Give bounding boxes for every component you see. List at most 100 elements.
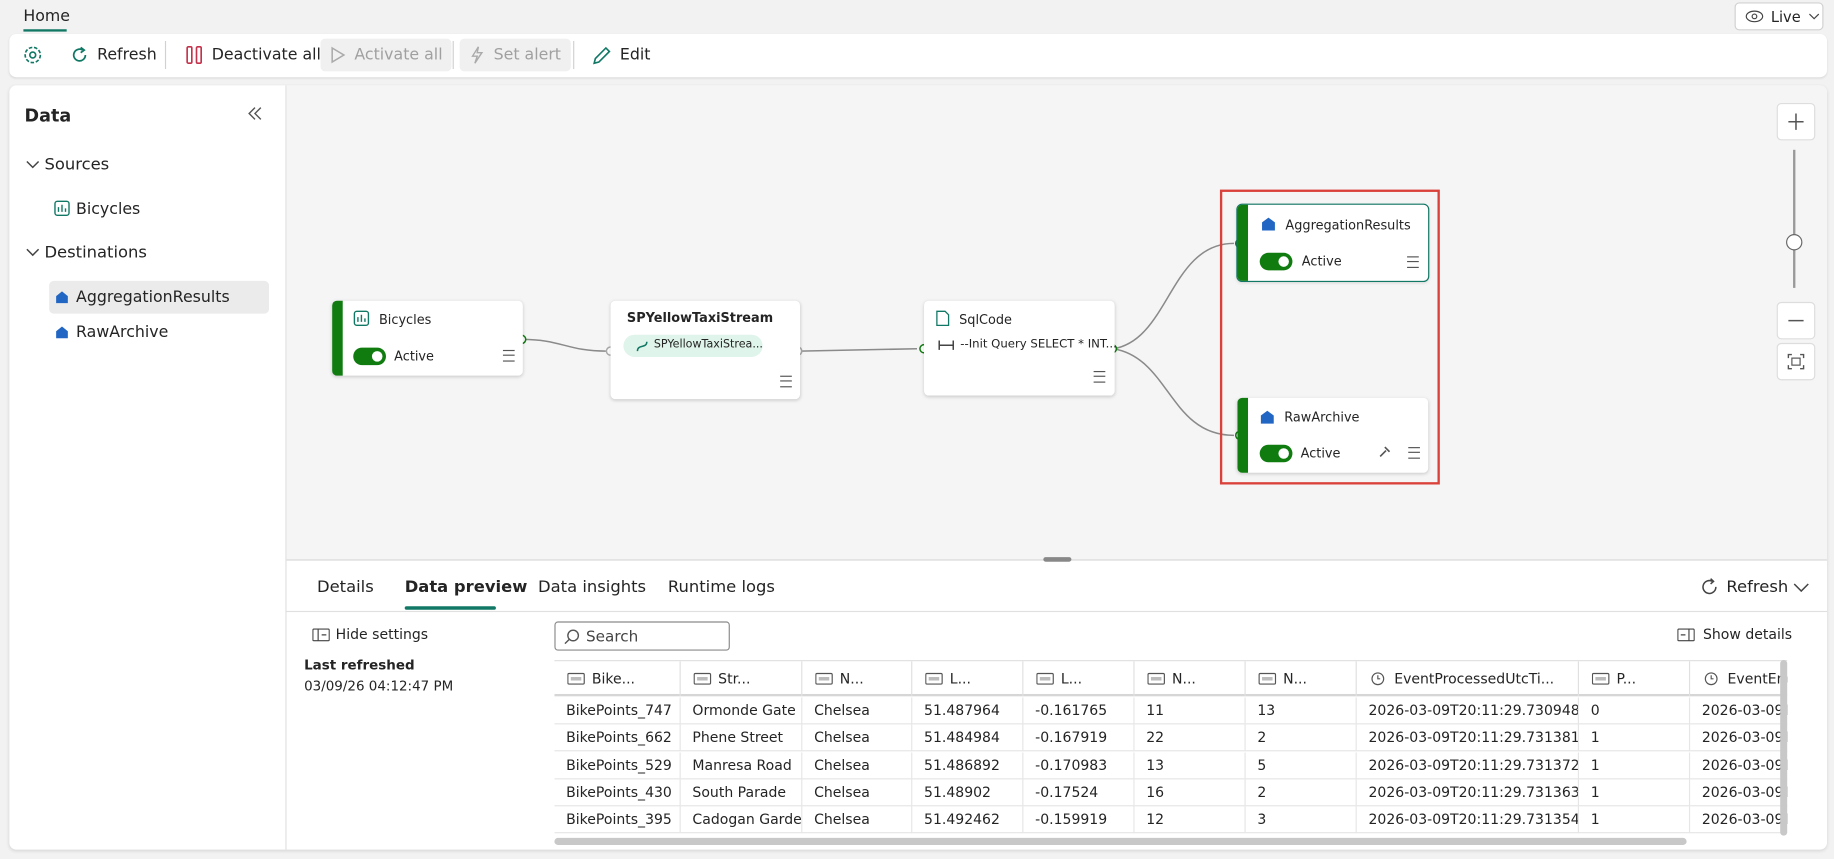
chevron[interactable] bbox=[1792, 580, 1811, 594]
chevron[interactable] bbox=[26, 159, 40, 171]
type-icon bbox=[1371, 672, 1385, 686]
sidebar-item[interactable]: RawArchive bbox=[76, 323, 169, 342]
column-header[interactable]: P... bbox=[1579, 661, 1691, 697]
table-cell: 0 bbox=[1579, 697, 1691, 725]
node[interactable]: AggregationResults Active bbox=[1236, 203, 1430, 283]
column-header[interactable]: Bike... bbox=[554, 661, 681, 697]
column-header[interactable]: Str... bbox=[681, 661, 803, 697]
fit-view[interactable] bbox=[1776, 342, 1816, 381]
refresh-button[interactable]: Refresh bbox=[70, 39, 157, 72]
show-details[interactable]: Show details bbox=[1677, 626, 1792, 642]
zoom-out[interactable] bbox=[1776, 301, 1816, 340]
column-header[interactable]: L... bbox=[912, 661, 1024, 697]
panel-tab[interactable]: Data insights bbox=[538, 578, 647, 597]
table-cell: 51.492462 bbox=[912, 806, 1024, 834]
chip-label: SPYellowTaxiStrea... bbox=[653, 338, 763, 352]
chevron bbox=[1808, 13, 1819, 20]
eye-icon bbox=[1745, 10, 1764, 23]
destination-icon bbox=[56, 326, 68, 339]
column-header[interactable]: EventProcessedUtcTi... bbox=[1357, 661, 1580, 697]
zoom-thumb[interactable] bbox=[1786, 234, 1803, 251]
pause-icon bbox=[186, 45, 202, 65]
node[interactable]: RawArchive Active bbox=[1237, 397, 1429, 473]
table-cell: BikePoints_529 bbox=[554, 752, 681, 779]
v-scrollbar[interactable] bbox=[1780, 660, 1788, 836]
type-icon bbox=[567, 672, 585, 685]
bolt-icon bbox=[471, 46, 484, 64]
column-header[interactable]: N... bbox=[1135, 661, 1246, 697]
menu-icon[interactable] bbox=[780, 375, 792, 388]
type-icon bbox=[1258, 672, 1277, 685]
zoom-in[interactable] bbox=[1776, 102, 1816, 141]
node-query: --Init Query SELECT * INT... bbox=[960, 338, 1117, 352]
table-cell: -0.161765 bbox=[1023, 697, 1135, 725]
column-header[interactable]: N... bbox=[1246, 661, 1357, 697]
column-header[interactable]: N... bbox=[802, 661, 913, 697]
column-header[interactable]: EventEnq bbox=[1690, 661, 1788, 696]
node-status: Active bbox=[1301, 253, 1342, 270]
search-icon bbox=[564, 629, 580, 645]
menu-icon[interactable] bbox=[502, 349, 515, 362]
sidebar-title: Data bbox=[24, 105, 72, 127]
settings-icon[interactable] bbox=[1378, 445, 1392, 459]
toggle[interactable] bbox=[1259, 252, 1293, 271]
type-icon bbox=[815, 672, 833, 685]
type-icon bbox=[925, 672, 943, 685]
toggle[interactable] bbox=[1259, 444, 1293, 463]
hide-settings-label: Hide settings bbox=[335, 626, 429, 643]
panel-tab[interactable]: Data preview bbox=[404, 578, 528, 597]
fit-icon bbox=[1787, 353, 1805, 370]
status-bar bbox=[1237, 397, 1249, 473]
panel-refresh[interactable]: Refresh bbox=[1699, 577, 1788, 597]
search-box[interactable]: Search bbox=[554, 621, 730, 651]
h-scrollbar[interactable] bbox=[554, 837, 1687, 845]
status-bar bbox=[1237, 204, 1249, 281]
tab-underline bbox=[23, 29, 67, 32]
home-tab[interactable]: Home bbox=[23, 7, 71, 26]
node[interactable]: Bicycles Active bbox=[332, 300, 523, 376]
sidebar-item[interactable]: Bicycles bbox=[76, 200, 141, 219]
chevron[interactable] bbox=[26, 247, 40, 259]
table-cell: 1 bbox=[1579, 752, 1691, 779]
toolbar bbox=[9, 33, 1827, 78]
column-header[interactable]: L... bbox=[1023, 661, 1135, 697]
destination-icon bbox=[1262, 217, 1275, 231]
menu-icon[interactable] bbox=[1408, 447, 1420, 459]
set-alert-button: Set alert bbox=[459, 38, 571, 72]
pencil-icon bbox=[593, 46, 611, 64]
type-icon bbox=[693, 672, 712, 685]
table-cell: BikePoints_430 bbox=[554, 779, 681, 807]
edit-button[interactable]: Edit bbox=[592, 39, 651, 72]
menu-icon[interactable] bbox=[1093, 370, 1106, 383]
panel-tab[interactable]: Runtime logs bbox=[667, 578, 775, 597]
node-title: SPYellowTaxiStream bbox=[626, 310, 774, 326]
hide-settings[interactable]: Hide settings bbox=[312, 626, 428, 642]
table-cell: 51.486892 bbox=[912, 752, 1024, 779]
separator bbox=[573, 40, 575, 70]
collapse-icon[interactable] bbox=[247, 105, 263, 121]
table-cell: 22 bbox=[1134, 724, 1246, 752]
gear-icon bbox=[24, 46, 42, 64]
node[interactable]: SqlCode --Init Query SELECT * INT... bbox=[924, 300, 1117, 396]
node-title: Bicycles bbox=[378, 312, 432, 328]
table-cell: 5 bbox=[1245, 752, 1357, 779]
toggle[interactable] bbox=[353, 347, 386, 366]
table-cell: 51.48902 bbox=[912, 779, 1024, 807]
table-cell: 1 bbox=[1579, 724, 1691, 752]
table-cell: Phene Street bbox=[680, 724, 803, 752]
type-icon bbox=[1147, 672, 1165, 685]
table-cell: BikePoints_662 bbox=[554, 724, 681, 752]
type-icon bbox=[1591, 672, 1610, 685]
deactivate-all-button[interactable]: Deactivate all bbox=[185, 39, 321, 72]
table-cell: -0.170983 bbox=[1023, 752, 1135, 779]
sidebar-item[interactable]: AggregationResults bbox=[76, 287, 230, 307]
node[interactable]: SPYellowTaxiStream SPYellowTaxiStrea... bbox=[610, 300, 801, 400]
live-button[interactable]: Live bbox=[1734, 2, 1824, 31]
table-cell: 2026-03-09T20:11:29.7313816Z bbox=[1356, 724, 1580, 752]
menu-icon[interactable] bbox=[1407, 256, 1419, 268]
resize-handle[interactable] bbox=[1043, 557, 1072, 562]
table-cell: Manresa Road bbox=[680, 752, 803, 779]
panel-tab[interactable]: Details bbox=[316, 578, 374, 597]
zoom-track bbox=[1793, 149, 1796, 288]
settings-button[interactable] bbox=[22, 39, 43, 72]
